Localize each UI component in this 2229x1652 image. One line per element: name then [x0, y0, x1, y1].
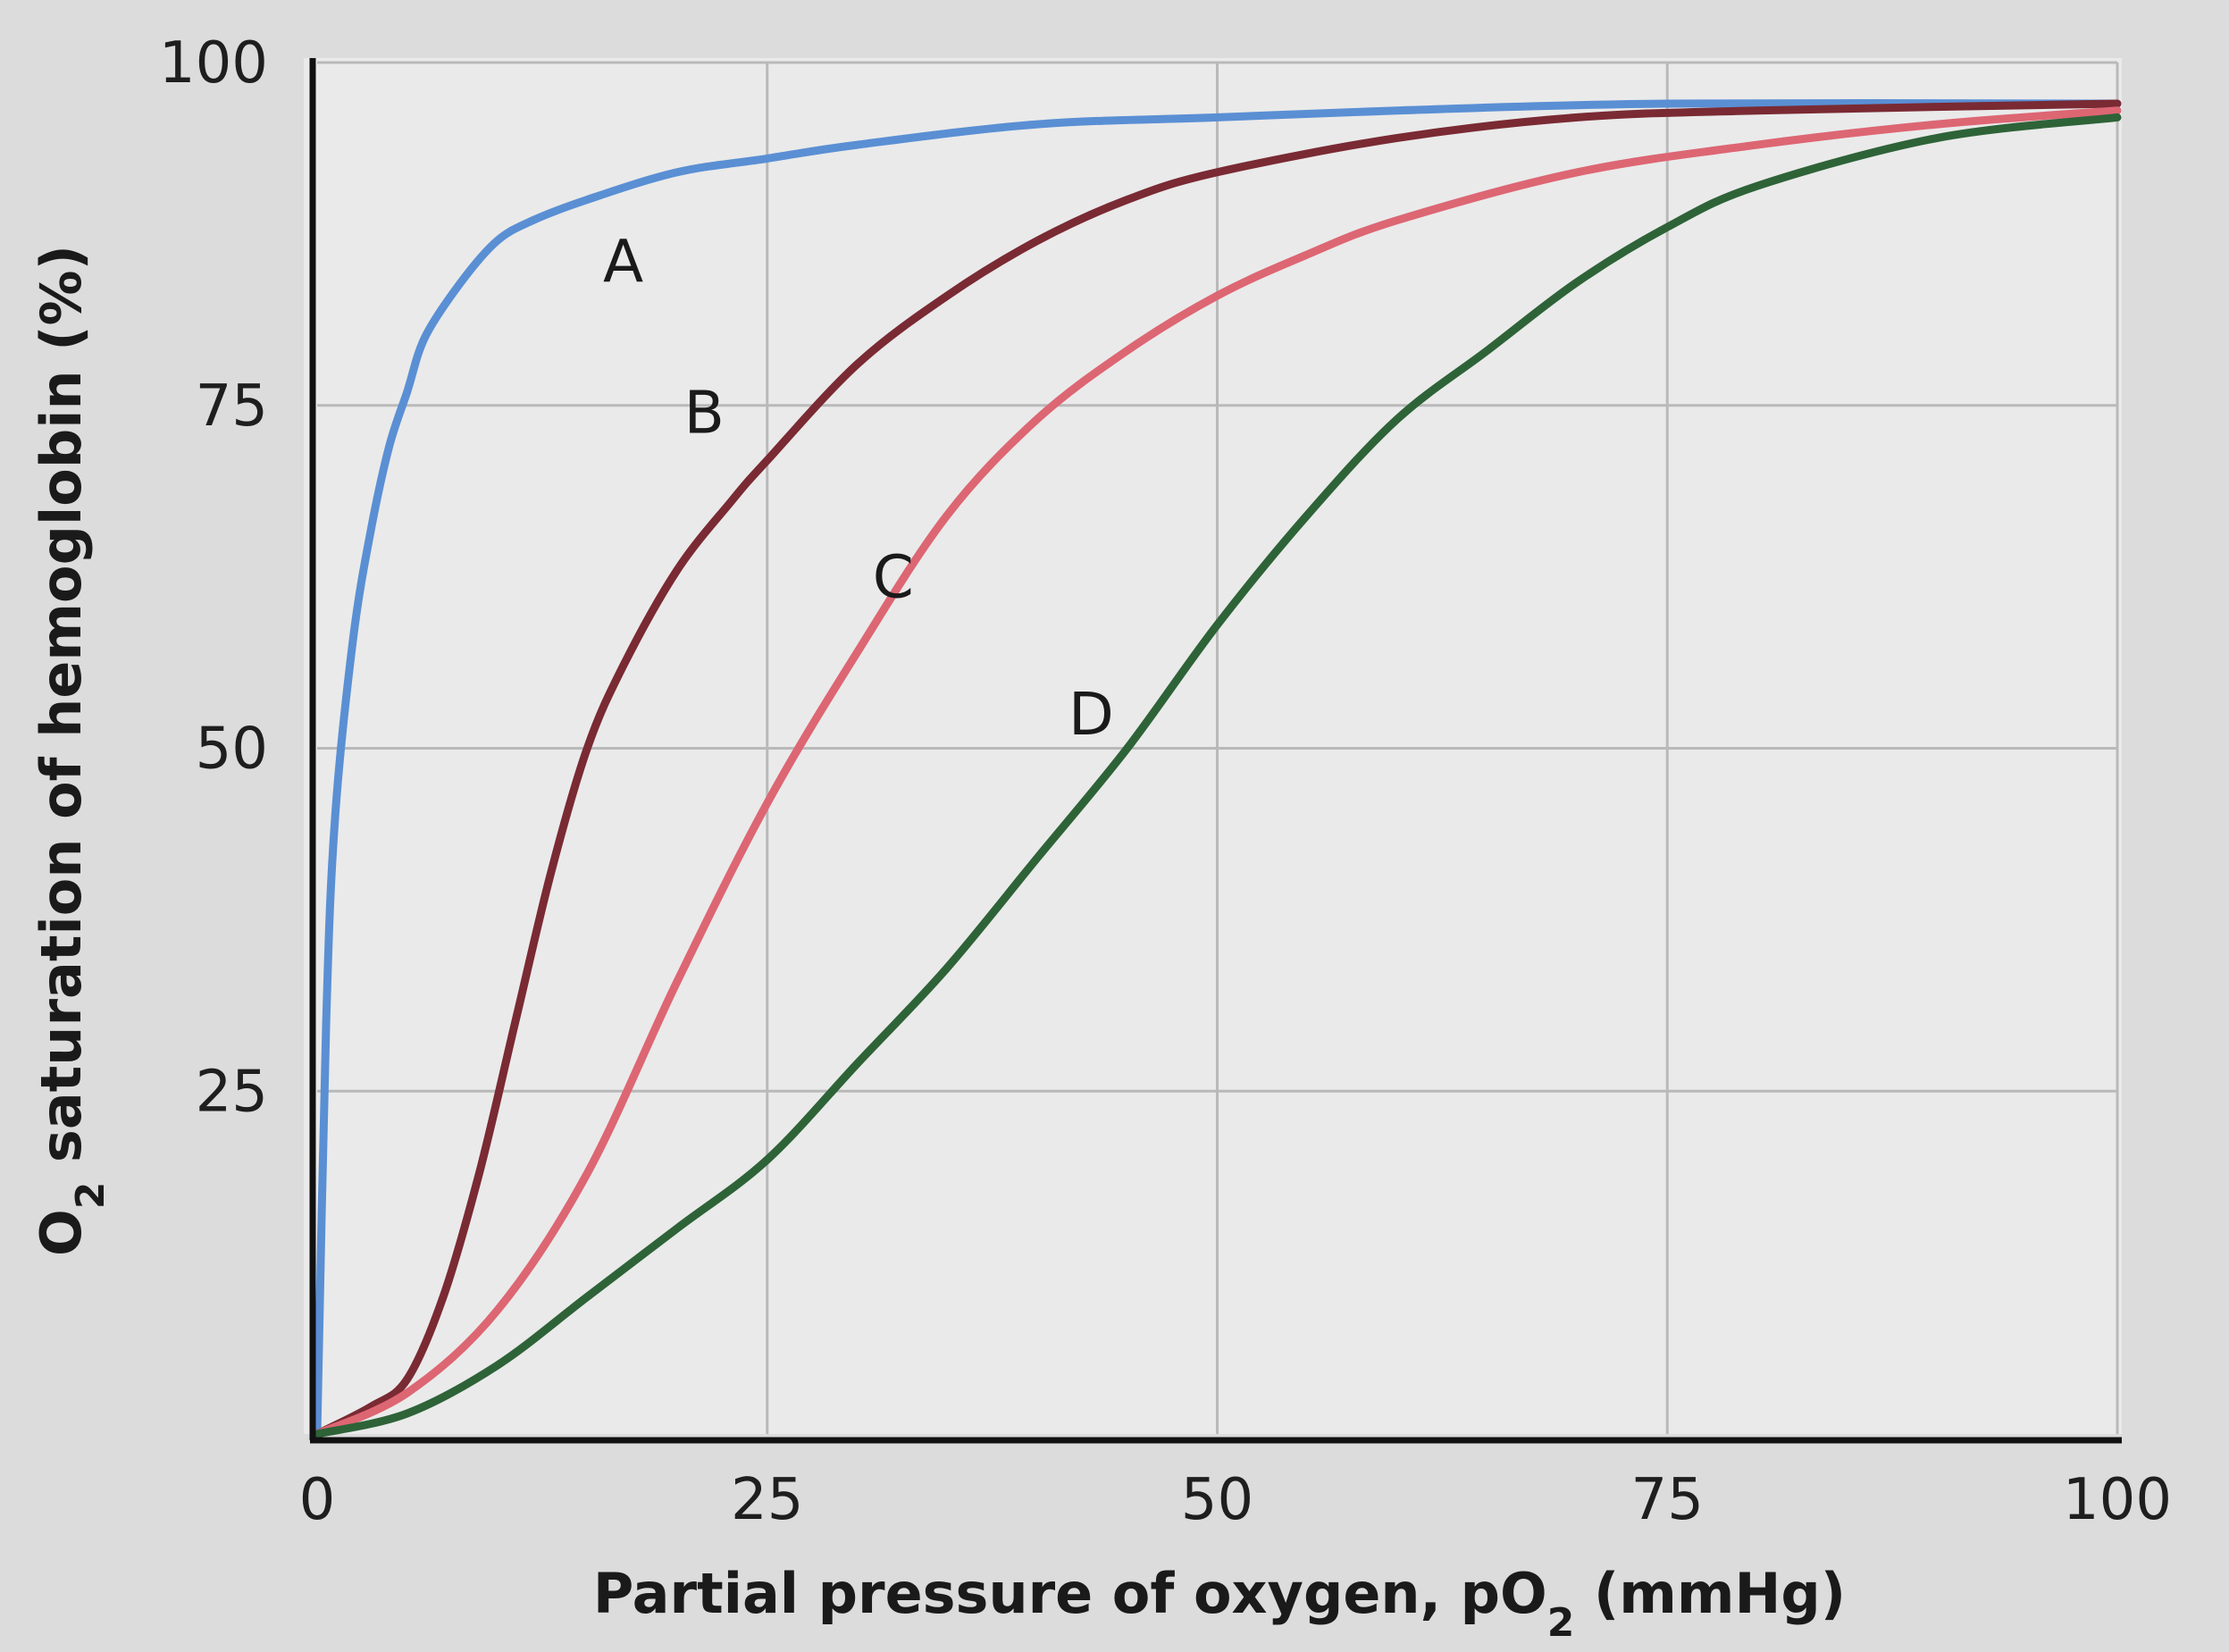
axes [309, 58, 2122, 1444]
y-axis-title: O2 saturation of hemoglobin (%) [29, 245, 113, 1256]
x-tick-label-25: 25 [731, 1467, 803, 1533]
curve-d [313, 113, 2122, 1438]
x-tick-label-50: 50 [1181, 1467, 1253, 1533]
x-tick-label-100: 100 [2063, 1467, 2172, 1533]
curve-label-b: B [684, 378, 725, 447]
curve-label-c: C [873, 543, 914, 612]
y-tick-label-50: 50 [196, 717, 268, 783]
curve-label-d: D [1068, 680, 1114, 749]
y-tick-label-25: 25 [196, 1059, 268, 1125]
y-tick-label-75: 75 [196, 373, 268, 440]
x-tick-label-0: 0 [299, 1467, 336, 1533]
curve-labels: A B C D [603, 228, 1114, 750]
curve-b [313, 99, 2122, 1438]
y-tick-label-100: 100 [159, 30, 268, 96]
grid [317, 61, 2119, 1434]
curves [313, 98, 2122, 1438]
x-tick-label-75: 75 [1631, 1467, 1704, 1533]
x-axis-title: Partial pressure of oxygen, pO2 (mmHg) [593, 1561, 1846, 1646]
curve-c [313, 106, 2122, 1438]
curve-a [313, 98, 2122, 1438]
plot-background [304, 58, 2122, 1434]
tick-labels: 0 25 50 75 100 25 50 75 100 [159, 30, 2172, 1533]
curve-label-a: A [603, 228, 643, 297]
